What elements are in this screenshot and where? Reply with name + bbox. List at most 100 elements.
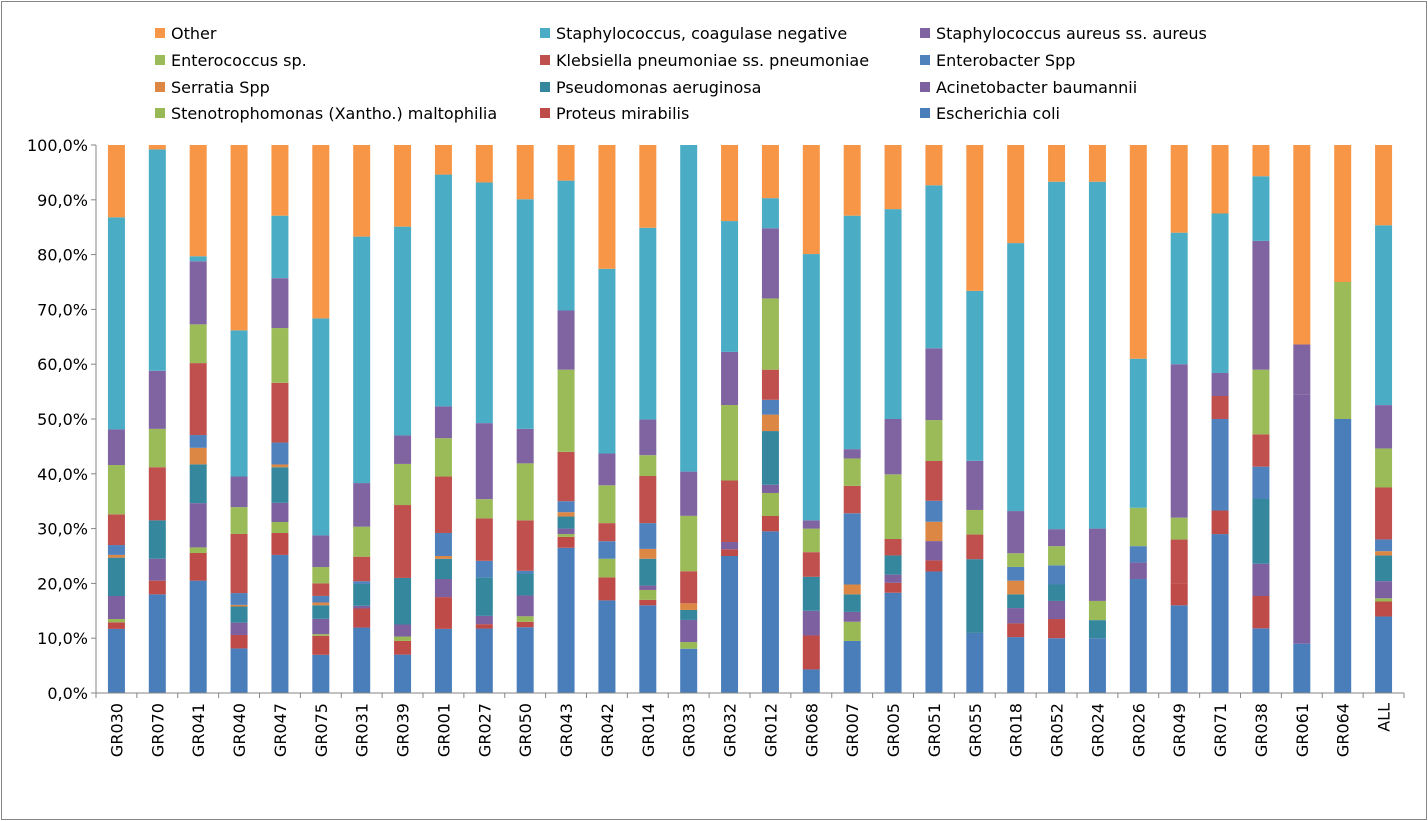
bar-segment-staphylococcus-coagulase-negative-gr033 xyxy=(680,145,698,472)
bar-segment-staphylococcus-coagulase-negative-gr047 xyxy=(271,215,289,279)
bar-segment-serratia-spp-gr051 xyxy=(925,521,943,542)
bar-segment-other-gr014 xyxy=(639,145,657,228)
bar-segment-enterobacter-spp-all xyxy=(1375,539,1393,552)
bar-segment-proteus-mirabilis-gr014 xyxy=(639,599,657,606)
legend-swatch xyxy=(155,28,165,38)
legend-item-acinetobacter-baumannii: Acinetobacter baumannii xyxy=(920,78,1137,97)
bar-segment-proteus-mirabilis-gr050 xyxy=(516,621,534,628)
bar-segment-staphylococcus-coagulase-negative-gr032 xyxy=(721,221,739,352)
bar-segment-enterobacter-spp-gr043 xyxy=(557,501,575,513)
bar-segment-staphylococcus-aureus-ss-aureus-gr049 xyxy=(1170,364,1188,518)
bar-segment-other-gr007 xyxy=(843,145,861,216)
bar-segment-staphylococcus-coagulase-negative-gr027 xyxy=(475,182,493,424)
bar-segment-serratia-spp-gr030 xyxy=(107,554,125,558)
bar-segment-staphylococcus-aureus-ss-aureus-gr007 xyxy=(843,449,861,459)
bar-segment-serratia-spp-gr001 xyxy=(434,556,452,559)
x-tick-label: GR027 xyxy=(475,703,494,757)
bar-segment-staphylococcus-coagulase-negative-gr018 xyxy=(1007,243,1025,512)
x-tick-label: GR042 xyxy=(598,703,617,757)
bar-segment-klebsiella-pneumoniae-ss-pneumoniae-gr005 xyxy=(884,539,902,556)
bar-segment-acinetobacter-baumannii-gr039 xyxy=(394,624,412,637)
x-tick-label: GR012 xyxy=(761,703,780,757)
bar-segment-pseudomonas-aeruginosa-gr024 xyxy=(1088,620,1106,639)
bar-segment-acinetobacter-baumannii-gr031 xyxy=(353,605,371,609)
bar-segment-klebsiella-pneumoniae-ss-pneumoniae-gr001 xyxy=(434,476,452,533)
bar-segment-escherichia-coli-gr049 xyxy=(1170,605,1188,693)
bar-segment-pseudomonas-aeruginosa-gr018 xyxy=(1007,594,1025,609)
bar-segment-other-gr070 xyxy=(148,145,166,150)
bar-segment-klebsiella-pneumoniae-ss-pneumoniae-gr033 xyxy=(680,571,698,604)
bar-segment-other-gr047 xyxy=(271,145,289,216)
bar-segment-staphylococcus-coagulase-negative-gr052 xyxy=(1048,181,1066,530)
bar-segment-escherichia-coli-gr075 xyxy=(312,654,330,693)
bar-segment-staphylococcus-coagulase-negative-gr001 xyxy=(434,174,452,407)
bar-segment-klebsiella-pneumoniae-ss-pneumoniae-gr007 xyxy=(843,485,861,514)
bar-segment-other-gr026 xyxy=(1129,145,1147,359)
bar-segment-staphylococcus-coagulase-negative-gr049 xyxy=(1170,232,1188,365)
bar-segment-staphylococcus-coagulase-negative-gr050 xyxy=(516,199,534,429)
bar-segment-staphylococcus-aureus-ss-aureus-gr042 xyxy=(598,453,616,486)
bar-segment-enterococcus-sp-gr018 xyxy=(1007,553,1025,567)
bar-segment-escherichia-coli-gr050 xyxy=(516,627,534,693)
bar-segment-proteus-mirabilis-gr001 xyxy=(434,597,452,629)
bar-segment-escherichia-coli-gr041 xyxy=(189,580,207,693)
bar-segment-escherichia-coli-gr047 xyxy=(271,554,289,693)
bar-segment-escherichia-coli-gr070 xyxy=(148,594,166,693)
x-tick-label: GR030 xyxy=(107,703,126,757)
legend-swatch xyxy=(920,108,930,118)
bar-segment-klebsiella-pneumoniae-ss-pneumoniae-gr032 xyxy=(721,480,739,543)
bar-segment-enterococcus-sp-gr027 xyxy=(475,499,493,519)
x-tick-label: GR032 xyxy=(721,703,740,757)
bar-segment-staphylococcus-aureus-ss-aureus-gr030 xyxy=(107,429,125,466)
bar-segment-acinetobacter-baumannii-gr012 xyxy=(761,484,779,493)
bars xyxy=(107,145,1393,693)
bar-segment-acinetobacter-baumannii-gr038 xyxy=(1252,563,1270,596)
bar-segment-staphylococcus-aureus-ss-aureus-gr001 xyxy=(434,406,452,439)
bar-segment-other-gr031 xyxy=(353,145,371,237)
bar-segment-staphylococcus-aureus-ss-aureus-gr051 xyxy=(925,348,943,421)
bar-segment-serratia-spp-gr033 xyxy=(680,603,698,610)
bar-segment-enterococcus-sp-all xyxy=(1375,448,1393,488)
bar-segment-staphylococcus-coagulase-negative-gr012 xyxy=(761,198,779,229)
bar-segment-staphylococcus-aureus-ss-aureus-gr041 xyxy=(189,261,207,325)
bar-segment-staphylococcus-coagulase-negative-gr039 xyxy=(394,226,412,436)
bar-segment-other-gr012 xyxy=(761,145,779,199)
bar-segment-acinetobacter-baumannii-gr026 xyxy=(1129,562,1147,580)
x-tick-label: GR026 xyxy=(1129,703,1148,757)
legend-item-enterobacter-spp: Enterobacter Spp xyxy=(920,51,1075,70)
legend-label: Stenotrophomonas (Xantho.) maltophilia xyxy=(171,104,497,123)
bar-segment-staphylococcus-aureus-ss-aureus-all xyxy=(1375,405,1393,449)
bar-segment-staphylococcus-aureus-ss-aureus-gr071 xyxy=(1211,372,1229,396)
bar-segment-enterococcus-sp-gr051 xyxy=(925,420,943,461)
legend-label: Staphylococcus, coagulase negative xyxy=(556,24,847,43)
legend-swatch xyxy=(920,55,930,65)
bar-segment-proteus-mirabilis-gr049 xyxy=(1170,583,1188,606)
bar-segment-pseudomonas-aeruginosa-gr012 xyxy=(761,431,779,485)
bar-segment-escherichia-coli-gr014 xyxy=(639,605,657,693)
bar-segment-klebsiella-pneumoniae-ss-pneumoniae-gr030 xyxy=(107,514,125,546)
bar-segment-escherichia-coli-gr031 xyxy=(353,627,371,693)
bar-segment-enterococcus-sp-gr038 xyxy=(1252,369,1270,435)
bar-segment-proteus-mirabilis-gr012 xyxy=(761,516,779,532)
x-tick-label: GR014 xyxy=(639,703,658,757)
bar-segment-klebsiella-pneumoniae-ss-pneumoniae-gr068 xyxy=(802,552,820,577)
bar-segment-enterococcus-sp-gr031 xyxy=(353,526,371,557)
bar-segment-escherichia-coli-gr068 xyxy=(802,669,820,693)
legend-swatch xyxy=(540,55,550,65)
bar-segment-staphylococcus-aureus-ss-aureus-gr070 xyxy=(148,370,166,429)
bar-segment-proteus-mirabilis-gr041 xyxy=(189,552,207,581)
bar-segment-enterobacter-spp-gr051 xyxy=(925,500,943,522)
bar-segment-other-gr075 xyxy=(312,145,330,319)
bar-segment-stenotrophomonas-xantho-maltophilia-gr050 xyxy=(516,616,534,622)
bar-segment-acinetobacter-baumannii-gr001 xyxy=(434,579,452,598)
bar-segment-klebsiella-pneumoniae-ss-pneumoniae-gr041 xyxy=(189,363,207,436)
bar-segment-staphylococcus-coagulase-negative-gr075 xyxy=(312,318,330,536)
y-tick-label: 50,0% xyxy=(37,410,88,429)
bar-segment-escherichia-coli-gr052 xyxy=(1048,638,1066,693)
legend-label: Other xyxy=(171,24,217,43)
bar-segment-other-gr064 xyxy=(1334,145,1352,282)
bar-segment-stenotrophomonas-xantho-maltophilia-gr007 xyxy=(843,621,861,641)
x-tick-label: GR061 xyxy=(1293,703,1312,757)
legend-label: Staphylococcus aureus ss. aureus xyxy=(936,24,1207,43)
bar-segment-staphylococcus-coagulase-negative-gr026 xyxy=(1129,358,1147,508)
